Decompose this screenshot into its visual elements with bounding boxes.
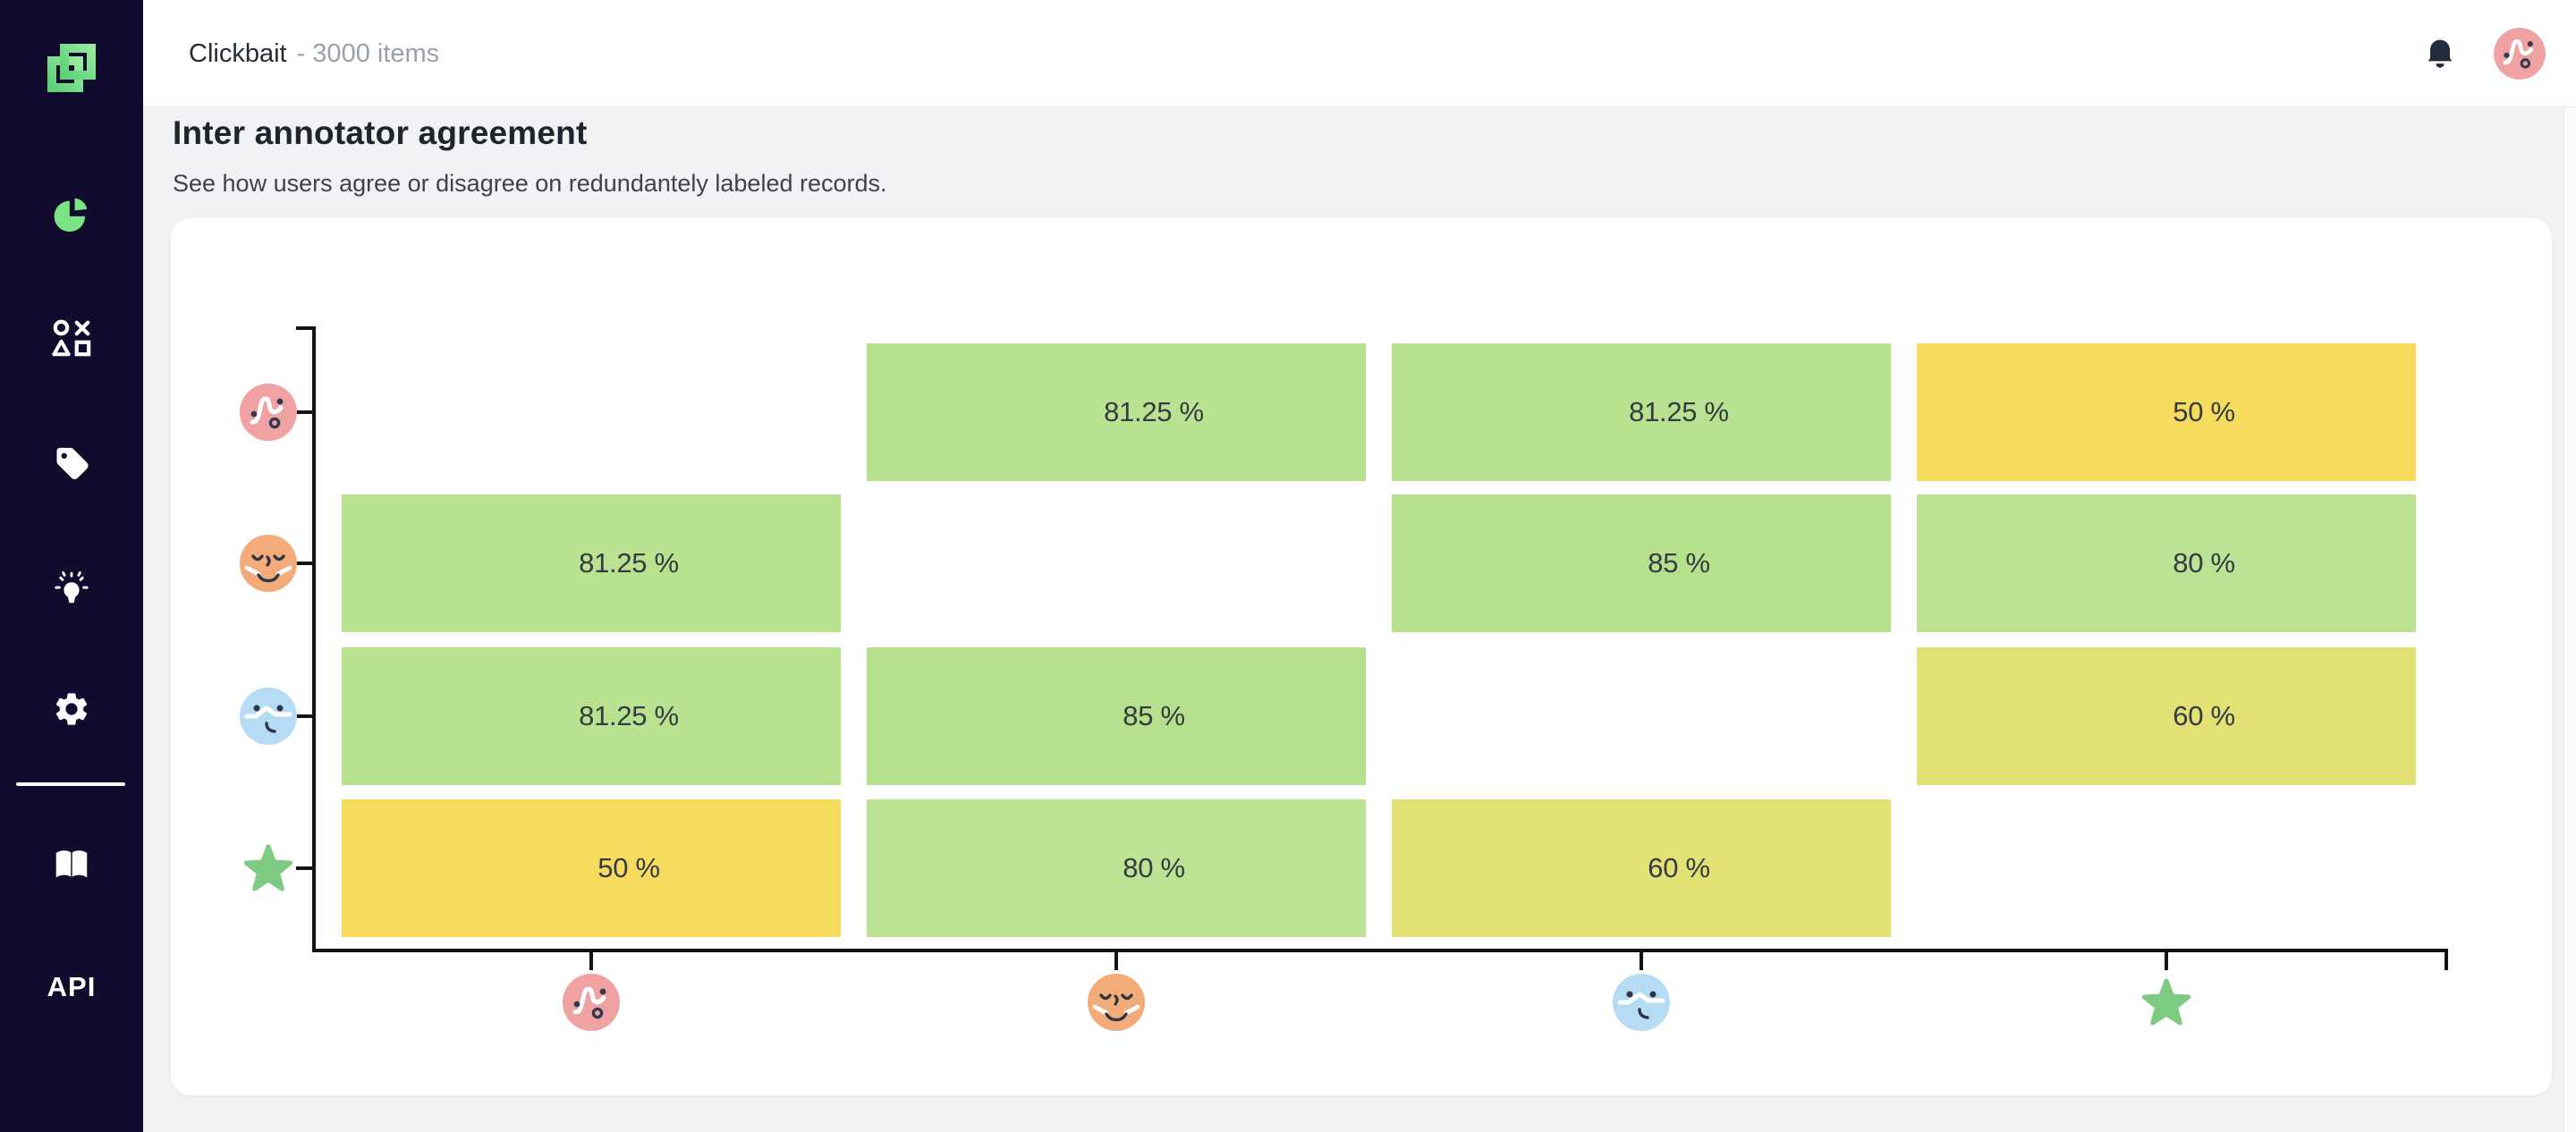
sidebar-item-dashboard[interactable]	[50, 192, 93, 235]
sidebar-divider	[16, 782, 125, 786]
items-count: - 3000 items	[296, 38, 440, 68]
sidebar: API	[0, 0, 143, 1132]
sidebar-item-docs[interactable]	[50, 843, 93, 886]
sidebar-item-api[interactable]: API	[47, 971, 97, 1002]
book-icon	[55, 850, 88, 878]
sidebar-item-heuristics[interactable]	[50, 566, 93, 609]
user-avatar[interactable]	[2494, 28, 2546, 80]
logo-squares-icon	[47, 44, 96, 92]
user-avatar-pink-face	[2494, 28, 2546, 80]
tag-icon	[56, 447, 89, 479]
project-name: Clickbait	[189, 38, 287, 68]
scrollbar[interactable]	[2563, 107, 2576, 1132]
header-bar: Clickbait - 3000 items	[143, 0, 2576, 107]
gear-icon	[55, 693, 88, 725]
chart-card	[171, 218, 2552, 1095]
bell-glyph	[2428, 39, 2453, 68]
sidebar-item-tags[interactable]	[50, 442, 93, 485]
shapes-icon	[52, 319, 91, 357]
page-subtitle: See how users agree or disagree on redun…	[173, 170, 887, 197]
breadcrumb: Clickbait - 3000 items	[189, 0, 439, 107]
pie-chart-icon	[54, 198, 88, 232]
brand-logo[interactable]	[43, 39, 100, 97]
bell-icon[interactable]	[2420, 34, 2460, 77]
sidebar-item-settings[interactable]	[50, 688, 93, 731]
page-title: Inter annotator agreement	[173, 114, 588, 151]
lightbulb-icon	[55, 571, 89, 604]
sidebar-item-labeling[interactable]	[50, 317, 93, 359]
